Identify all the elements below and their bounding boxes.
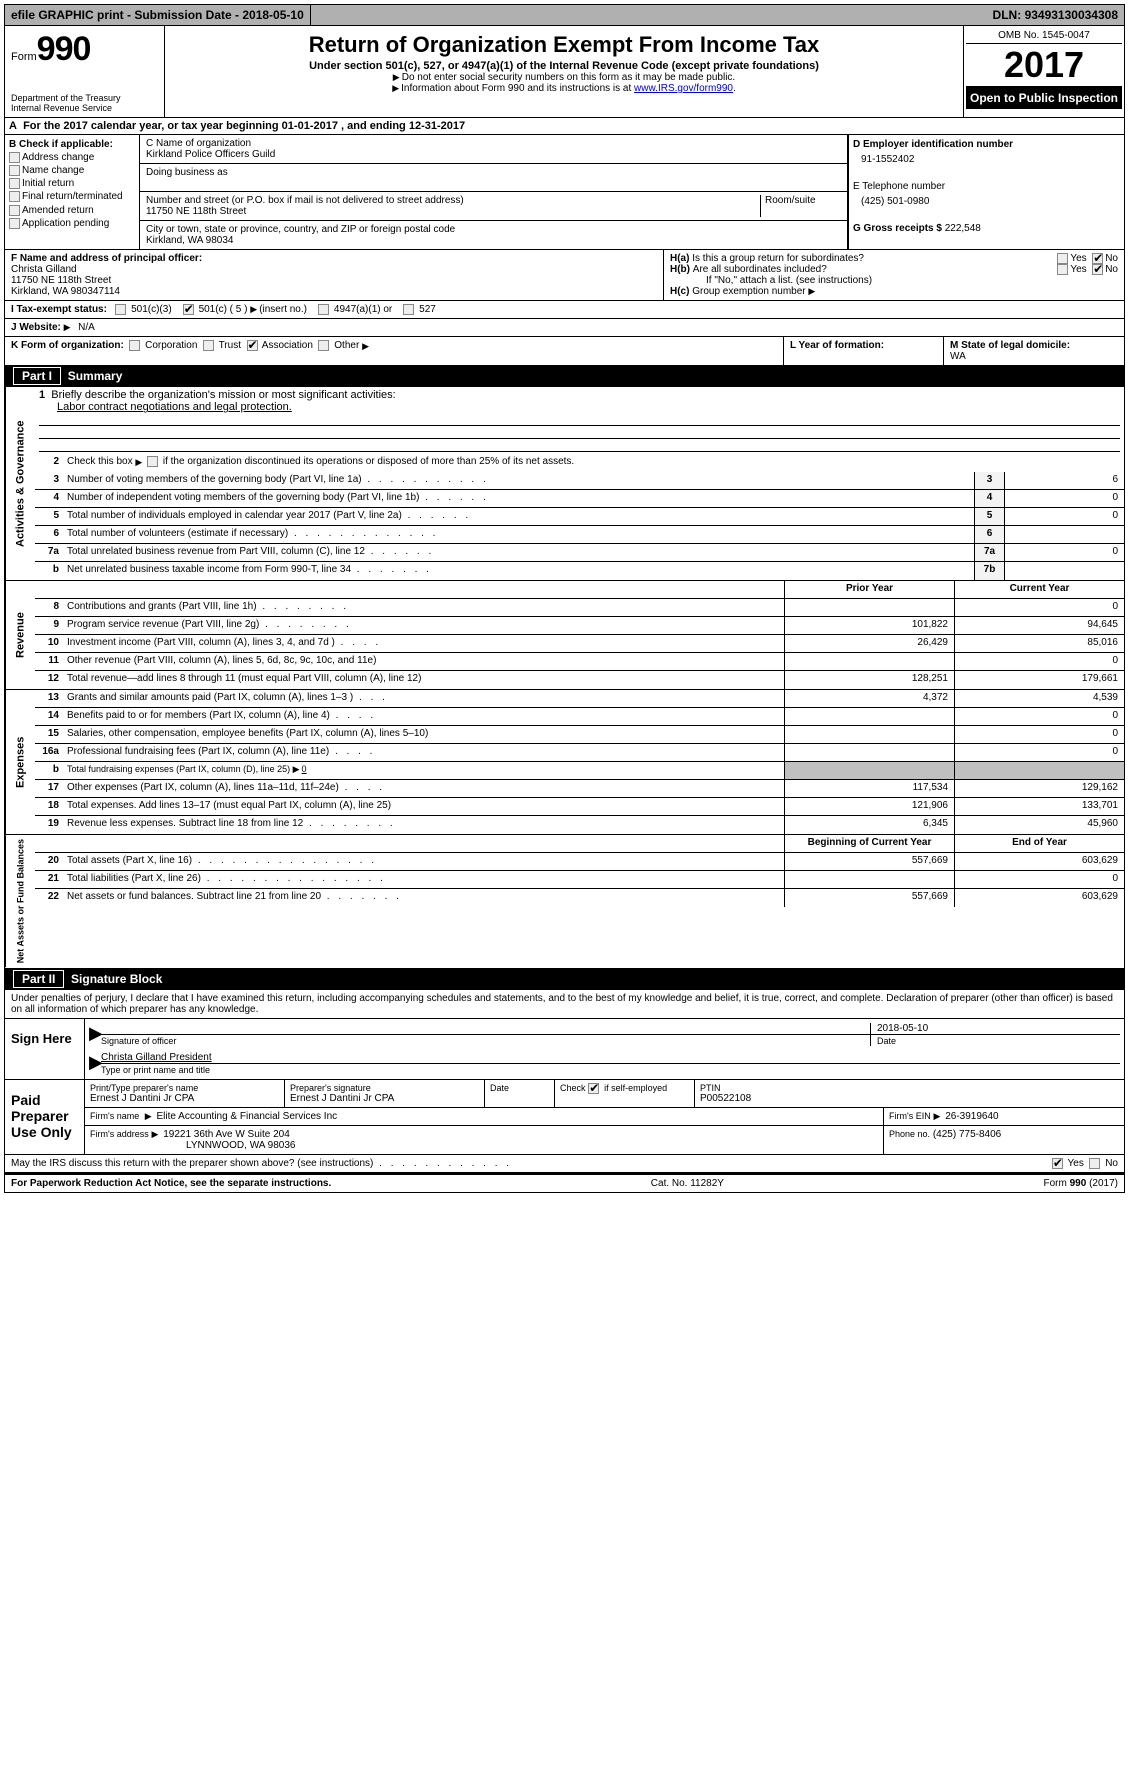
dept-line1: Department of the Treasury <box>11 93 158 103</box>
chk-527[interactable] <box>403 304 414 315</box>
chk-corp[interactable] <box>129 340 140 351</box>
tax-year: 2017 <box>966 44 1122 87</box>
netassets-section: Net Assets or Fund Balances Beginning of… <box>4 835 1125 968</box>
room-label: Room/suite <box>761 195 841 217</box>
chk-address[interactable] <box>9 152 20 163</box>
preparer-row: Paid Preparer Use Only Print/Type prepar… <box>4 1080 1125 1155</box>
part-ii-header: Part II Signature Block <box>4 969 1125 990</box>
header-center: Return of Organization Exempt From Incom… <box>165 26 964 117</box>
chk-namechange[interactable] <box>9 165 20 176</box>
revenue-section: Revenue Prior YearCurrent Year 8Contribu… <box>4 581 1125 690</box>
officer-label: F Name and address of principal officer: <box>11 253 657 264</box>
col-d: D Employer identification number 91-1552… <box>849 135 1124 249</box>
officer-street: 11750 NE 118th Street <box>11 275 657 286</box>
footer-row: For Paperwork Reduction Act Notice, see … <box>4 1173 1125 1193</box>
irs-link[interactable]: www.IRS.gov/form990 <box>634 83 733 94</box>
row-bcd: B Check if applicable: Address change Na… <box>4 135 1125 250</box>
chk-discontinue[interactable] <box>147 456 158 467</box>
gross-label: G Gross receipts $ <box>853 223 942 234</box>
row-j: J Website: N/A <box>4 319 1125 337</box>
phone: (425) 501-0980 <box>853 192 1120 211</box>
chk-501c[interactable] <box>183 304 194 315</box>
side-expenses: Expenses <box>5 690 35 834</box>
chk-discuss-no[interactable] <box>1089 1158 1100 1169</box>
side-revenue: Revenue <box>5 581 35 689</box>
form-title: Return of Organization Exempt From Incom… <box>171 32 957 58</box>
discuss-row: May the IRS discuss this return with the… <box>4 1155 1125 1173</box>
chk-amended[interactable] <box>9 205 20 216</box>
chk-assoc[interactable] <box>247 340 258 351</box>
chk-ha-yes[interactable] <box>1057 253 1068 264</box>
street: 11750 NE 118th Street <box>146 206 756 217</box>
row-klm: K Form of organization: Corporation Trus… <box>4 337 1125 366</box>
officer-name: Christa Gilland <box>11 264 657 275</box>
city-label: City or town, state or province, country… <box>146 224 841 235</box>
chk-final[interactable] <box>9 191 20 202</box>
chk-initial[interactable] <box>9 178 20 189</box>
chk-self-employed[interactable] <box>588 1083 599 1094</box>
omb-number: OMB No. 1545-0047 <box>966 28 1122 44</box>
col-c: C Name of organization Kirkland Police O… <box>140 135 849 249</box>
form-word: Form <box>11 51 37 63</box>
city: Kirkland, WA 98034 <box>146 235 841 246</box>
perjury-text: Under penalties of perjury, I declare th… <box>4 990 1125 1019</box>
side-netassets: Net Assets or Fund Balances <box>5 835 35 967</box>
col-b-header: B Check if applicable: <box>9 139 135 150</box>
col-b: B Check if applicable: Address change Na… <box>5 135 140 249</box>
dept-line2: Internal Revenue Service <box>11 103 158 113</box>
ein: 91-1552402 <box>853 150 1120 169</box>
governance-section: Activities & Governance 1 Briefly descri… <box>4 387 1125 581</box>
row-i: I Tax-exempt status: 501(c)(3) 501(c) ( … <box>4 301 1125 319</box>
form-header: Form990 Department of the Treasury Inter… <box>4 26 1125 118</box>
ein-label: D Employer identification number <box>853 139 1120 150</box>
chk-hb-yes[interactable] <box>1057 264 1068 275</box>
part-i-header: Part I Summary <box>4 366 1125 387</box>
dba-label: Doing business as <box>146 167 841 178</box>
chk-501c3[interactable] <box>115 304 126 315</box>
row-fh: F Name and address of principal officer:… <box>4 250 1125 301</box>
form-subtitle: Under section 501(c), 527, or 4947(a)(1)… <box>171 60 957 72</box>
open-inspection: Open to Public Inspection <box>966 87 1122 109</box>
gross: 222,548 <box>945 223 981 234</box>
section-a: A For the 2017 calendar year, or tax yea… <box>4 118 1125 135</box>
sign-here-row: Sign Here ▶ 2018-05-10 Signature of offi… <box>4 1019 1125 1080</box>
side-governance: Activities & Governance <box>5 387 35 580</box>
sign-here-label: Sign Here <box>5 1019 85 1079</box>
topbar: efile GRAPHIC print - Submission Date - … <box>4 4 1125 26</box>
dln: DLN: 93493130034308 <box>987 5 1124 25</box>
phone-label: E Telephone number <box>853 181 1120 192</box>
note2: Information about Form 990 and its instr… <box>401 83 634 94</box>
org-name-label: C Name of organization <box>146 138 841 149</box>
chk-other[interactable] <box>318 340 329 351</box>
chk-hb-no[interactable] <box>1092 264 1103 275</box>
street-label: Number and street (or P.O. box if mail i… <box>146 195 756 206</box>
preparer-label: Paid Preparer Use Only <box>5 1080 85 1154</box>
form-number: 990 <box>37 30 91 68</box>
org-name: Kirkland Police Officers Guild <box>146 149 841 160</box>
chk-4947[interactable] <box>318 304 329 315</box>
officer-city: Kirkland, WA 980347114 <box>11 286 657 297</box>
efile-label: efile GRAPHIC print - Submission Date - … <box>5 5 311 25</box>
chk-trust[interactable] <box>203 340 214 351</box>
chk-discuss-yes[interactable] <box>1052 1158 1063 1169</box>
form-label-box: Form990 Department of the Treasury Inter… <box>5 26 165 117</box>
chk-pending[interactable] <box>9 218 20 229</box>
header-right: OMB No. 1545-0047 2017 Open to Public In… <box>964 26 1124 117</box>
expenses-section: Expenses 13Grants and similar amounts pa… <box>4 690 1125 835</box>
note1: Do not enter social security numbers on … <box>402 72 735 83</box>
